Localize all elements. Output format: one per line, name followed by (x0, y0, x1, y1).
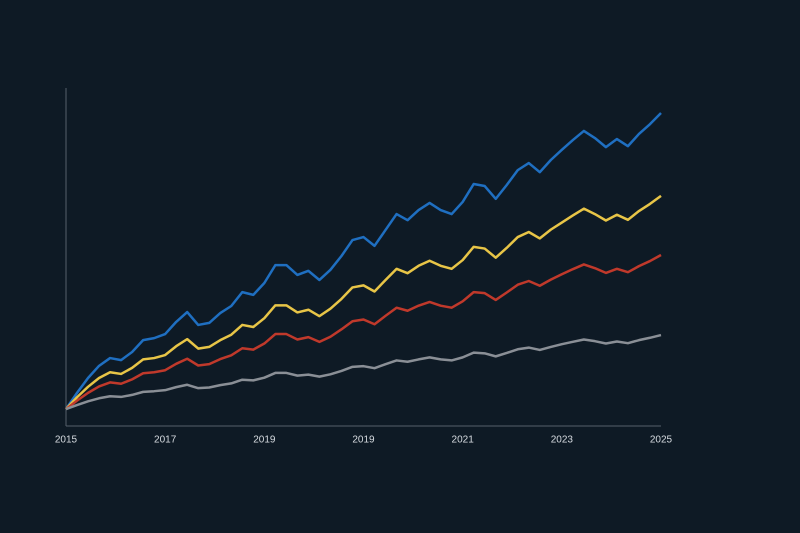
series-line (65, 194, 662, 410)
series-line (65, 333, 662, 411)
series-line (64, 112, 662, 410)
x-tick-label: 2019 (352, 435, 375, 446)
x-tick-label: 2025 (650, 435, 673, 446)
x-tick-label: 2017 (154, 435, 177, 446)
series-line (65, 253, 662, 411)
x-tick-label: 2015 (55, 435, 78, 446)
x-tick-label: 2019 (253, 435, 276, 446)
x-tick-label: 2023 (551, 435, 574, 446)
x-tick-label: 2021 (452, 435, 475, 446)
